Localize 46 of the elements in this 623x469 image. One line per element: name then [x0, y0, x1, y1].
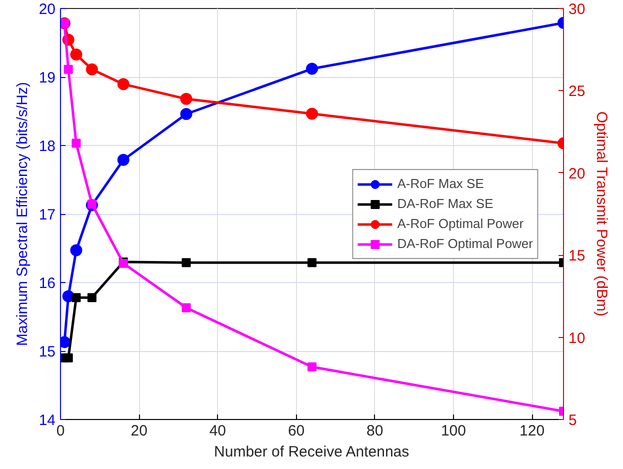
y2-tick-label: 10 [568, 330, 586, 347]
point [182, 303, 191, 312]
point [72, 138, 81, 148]
y2-tick-label: 20 [568, 165, 586, 182]
legend-label: A-RoF Optimal Power [397, 216, 524, 231]
legend-label: DA-RoF Optimal Power [397, 236, 533, 251]
point [180, 108, 192, 120]
point [70, 244, 82, 256]
point [308, 362, 316, 372]
point [308, 258, 316, 268]
x-tick-label: 0 [56, 422, 65, 440]
y-tick-label: 19 [38, 70, 56, 86]
x-tick-label: 60 [288, 422, 305, 440]
point [117, 78, 130, 90]
y2-tick-label: 15 [568, 248, 586, 265]
x-tick-label: 20 [130, 422, 148, 440]
y-tick-label: 17 [38, 206, 56, 224]
y2-tick-label: 5 [568, 412, 577, 429]
y2-tick-label: 25 [568, 83, 586, 100]
point [87, 200, 96, 209]
legend-label: DA-RoF Max SE [397, 196, 494, 211]
y-tick-label: 16 [38, 275, 56, 292]
point [180, 92, 192, 105]
y-tick-label: 20 [38, 1, 56, 18]
point [70, 48, 82, 61]
y-tick-label: 15 [38, 344, 56, 360]
y2-tick-label: 30 [568, 1, 586, 18]
point [306, 108, 318, 120]
point [72, 293, 81, 302]
point [117, 154, 130, 166]
x-tick-label: 40 [209, 422, 226, 440]
point [86, 63, 98, 76]
x-axis-title: Number of Receive Antennas [214, 444, 410, 460]
point [306, 62, 318, 75]
y2-axis-title: Optimal Transmit Power (dBm) [593, 111, 610, 316]
x-tick-label: 120 [520, 422, 545, 440]
point [64, 353, 73, 362]
x-tick-label: 80 [366, 422, 384, 440]
y-tick-label: 18 [38, 138, 56, 155]
point [182, 258, 191, 268]
y-axis-title: Maximum Spectral Efficiency (bits/s/Hz) [14, 82, 31, 346]
x-tick-label: 100 [440, 422, 466, 440]
legend-label: A-RoF Max SE [397, 176, 484, 191]
point [87, 293, 96, 302]
point [64, 64, 73, 74]
y-tick-label: 14 [38, 412, 56, 429]
